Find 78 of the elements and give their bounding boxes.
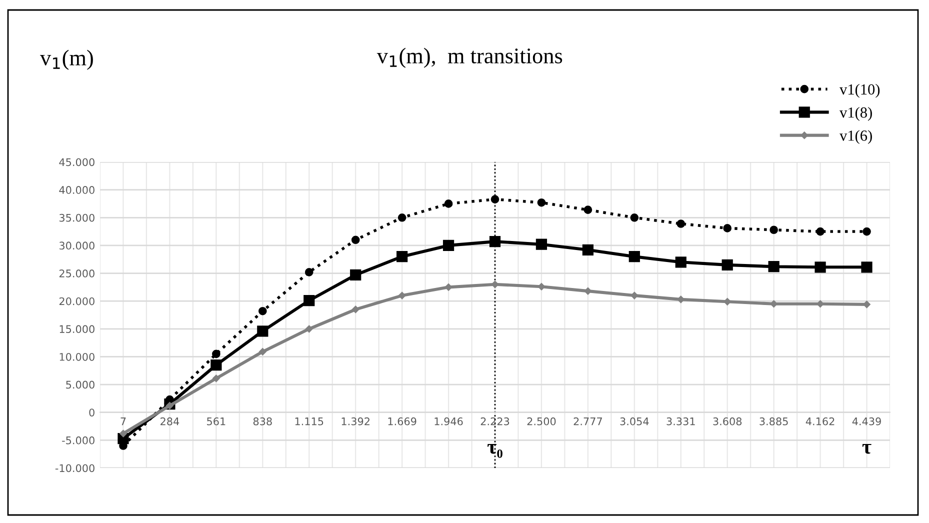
point — [816, 227, 824, 236]
x-tick-label: 2.223 — [480, 417, 510, 426]
y-tick-label: 25.000 — [59, 270, 94, 278]
point — [120, 430, 127, 438]
legend-label: v1(8) — [840, 106, 872, 121]
y-tick-label: 45.000 — [59, 158, 94, 166]
x-tick-label: 561 — [207, 417, 226, 426]
point — [863, 300, 870, 308]
point — [862, 227, 871, 236]
point — [536, 238, 548, 250]
y-tick-label: 35.000 — [59, 214, 94, 222]
x-tick-label: 4.439 — [852, 417, 881, 426]
point — [816, 300, 824, 308]
point — [628, 251, 640, 262]
y-tick-label: 40.000 — [59, 186, 94, 194]
y-axis-title: v$_{1}$(m) — [40, 50, 93, 70]
x-tick-label: 284 — [160, 417, 180, 426]
x-tick-label: 1.115 — [295, 418, 324, 426]
x-tick-label: 3.885 — [760, 417, 788, 426]
legend-label: v1(10) — [840, 84, 880, 98]
x-tick-label: 1.946 — [434, 417, 463, 426]
y-tick-label: 5.000 — [66, 380, 94, 389]
ref-line-label: τ₀ — [487, 444, 502, 458]
y-tick-label: 30.000 — [59, 242, 94, 250]
y-tick-label: 20.000 — [59, 297, 94, 306]
point — [584, 287, 592, 295]
y-tick-label: -5.000 — [62, 436, 94, 444]
y-tick-label: 15.000 — [60, 325, 94, 334]
point — [724, 298, 731, 306]
point — [398, 213, 406, 222]
point — [442, 240, 454, 252]
point — [304, 294, 315, 306]
point — [398, 292, 406, 300]
point — [352, 306, 360, 314]
point — [770, 300, 778, 308]
point — [582, 244, 594, 256]
x-tick-label: 7 — [120, 418, 126, 426]
x-tick-label: 3.331 — [666, 417, 695, 426]
y-tick-label: 10.000 — [60, 352, 94, 361]
point — [304, 268, 314, 276]
point — [490, 195, 500, 204]
x-tick-label: 2.777 — [574, 417, 602, 426]
x-tick-label: 3.054 — [620, 417, 649, 426]
point — [210, 360, 222, 371]
y-tick-label: -10.000 — [55, 464, 94, 472]
point — [350, 269, 362, 280]
x-tick-label: 4.162 — [806, 417, 834, 426]
x-tick-label: 1.392 — [342, 417, 370, 426]
point — [675, 256, 686, 268]
point — [723, 224, 732, 232]
x-tick-label: 838 — [253, 417, 272, 426]
legend-label: v1(6) — [840, 130, 872, 144]
point — [212, 374, 220, 382]
point — [584, 206, 592, 214]
point — [768, 261, 780, 272]
point — [630, 213, 639, 222]
point — [770, 226, 778, 234]
point — [537, 198, 546, 207]
point — [258, 306, 267, 316]
chart-title: v$_{1}$(m), m transitions — [376, 48, 562, 68]
x-tick-label: 1.669 — [388, 417, 416, 426]
point — [676, 220, 686, 228]
point — [305, 325, 313, 333]
point — [444, 200, 453, 208]
point — [259, 348, 266, 356]
y-tick-label: 0 — [89, 408, 94, 416]
point — [351, 236, 360, 244]
point — [489, 236, 501, 248]
point — [814, 262, 826, 273]
point — [861, 262, 872, 273]
x-tick-label: 2.500 — [527, 417, 556, 426]
point — [722, 259, 733, 270]
point — [396, 251, 408, 262]
x-tick-label: 3.608 — [713, 417, 742, 426]
point — [257, 326, 268, 337]
x-axis-title: τ — [862, 444, 872, 454]
point — [212, 350, 220, 358]
point — [630, 292, 638, 300]
